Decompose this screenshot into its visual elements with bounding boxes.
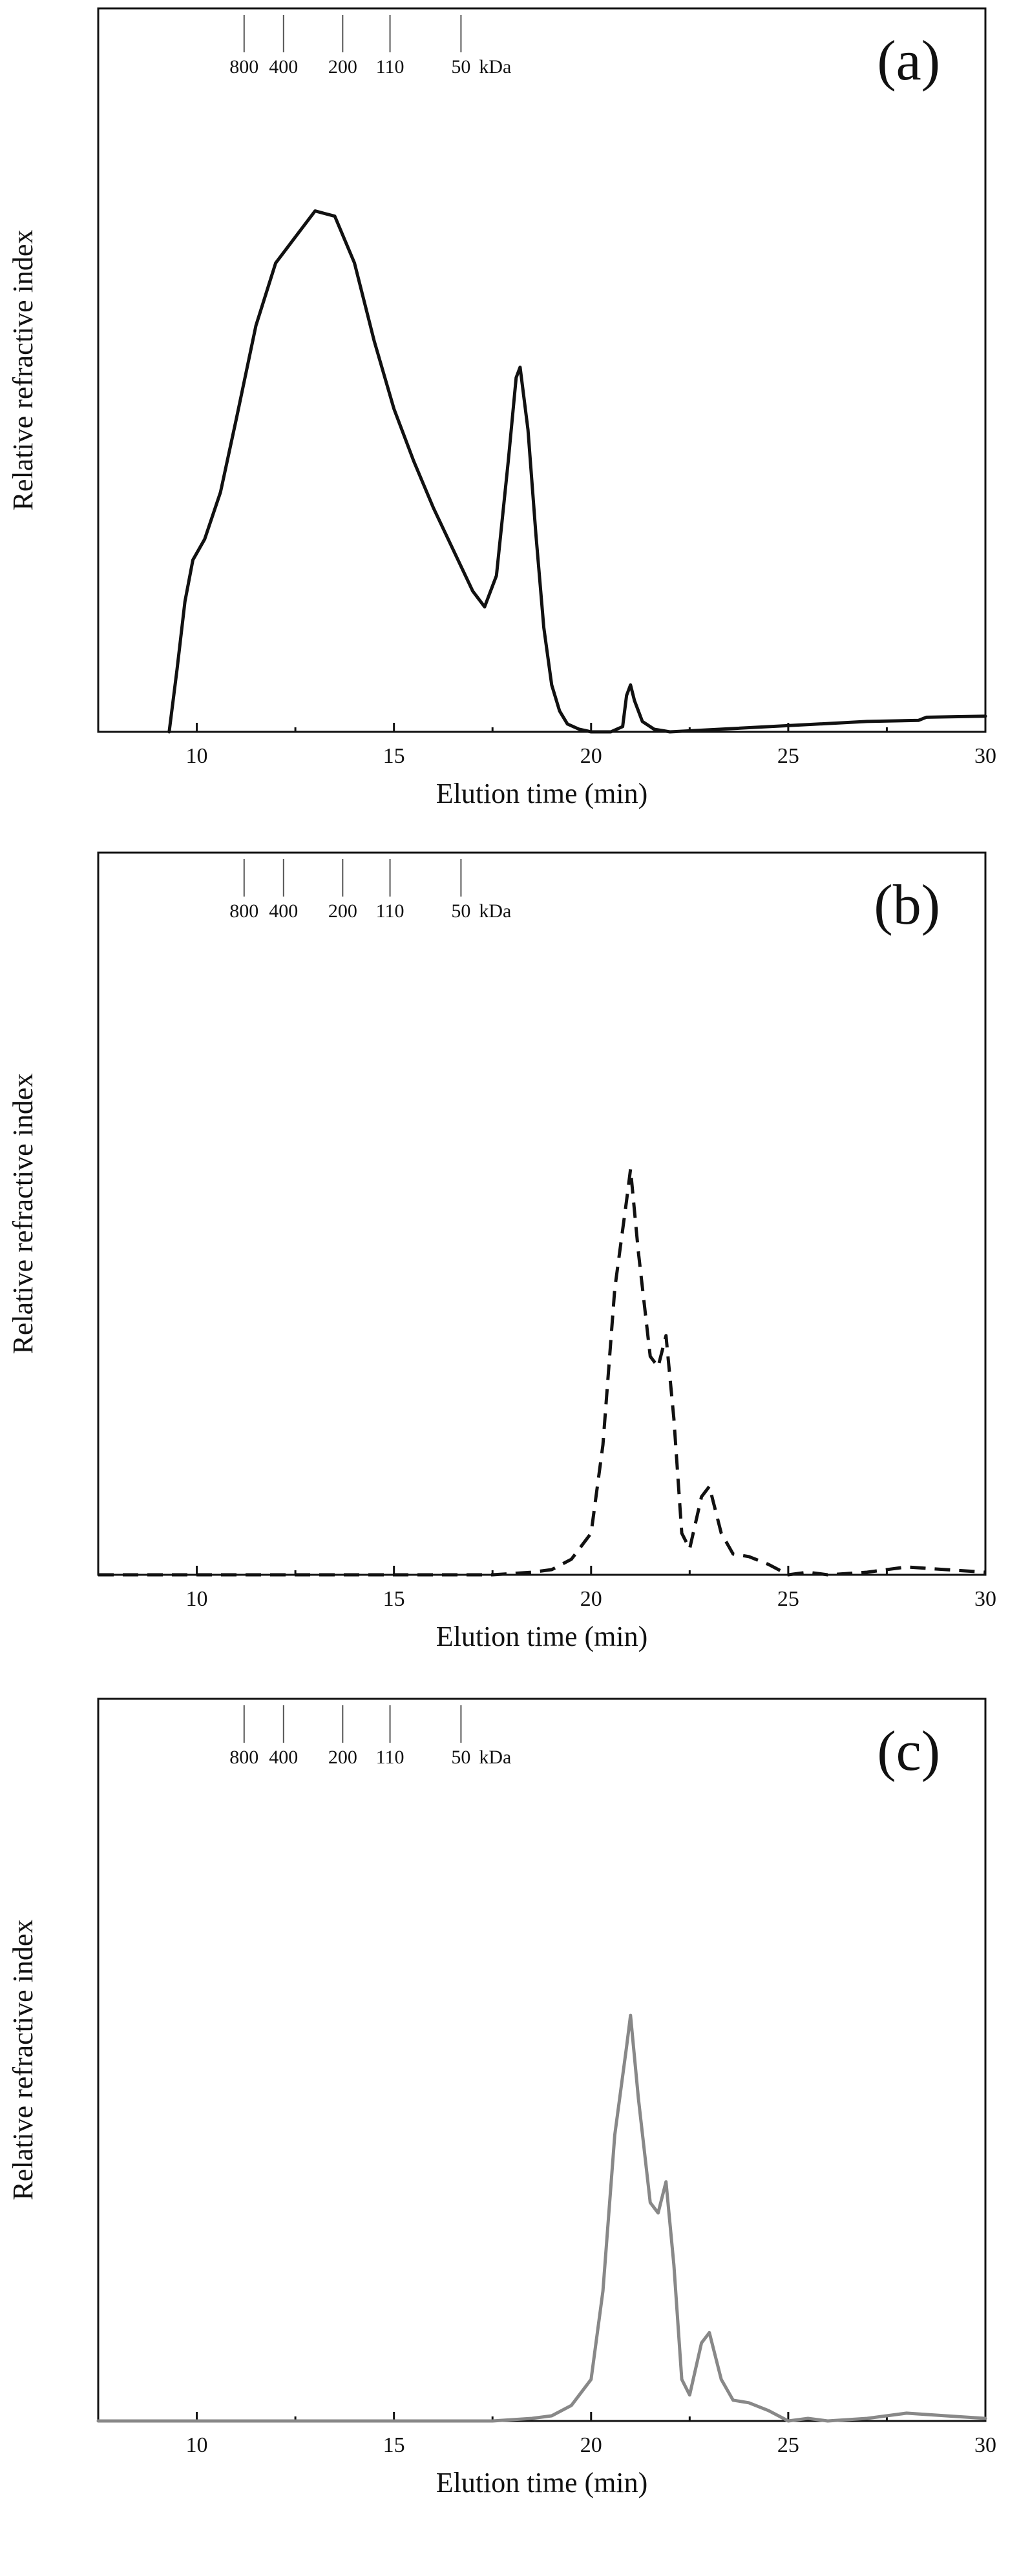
mw-marker-label: 200 bbox=[328, 56, 357, 78]
x-tick-label: 15 bbox=[383, 2433, 405, 2457]
x-tick-label: 25 bbox=[777, 2433, 799, 2457]
mw-marker-label: 200 bbox=[328, 1747, 357, 1768]
panel-label: (c) bbox=[877, 1720, 940, 1783]
plot-frame bbox=[97, 1698, 987, 2422]
mw-marker-label: 400 bbox=[269, 1747, 298, 1768]
series-line bbox=[98, 1167, 986, 1577]
panel-label: (a) bbox=[877, 30, 940, 92]
plot-frame bbox=[97, 7, 987, 733]
mw-marker-label: 50 bbox=[451, 1747, 470, 1768]
x-tick-label: 25 bbox=[777, 1587, 799, 1611]
chart-panel-3: 10 15 20 25 30 Elution time (min) Relative ref… bbox=[7, 1698, 996, 2498]
x-tick-label: 20 bbox=[580, 2433, 602, 2457]
chart-panel-1: 10 15 20 25 30 Elution time (min) Relative ref… bbox=[7, 7, 996, 809]
mw-marker-label: 800 bbox=[229, 56, 258, 78]
mw-marker-label: 50 bbox=[451, 900, 470, 922]
x-tick-label: 25 bbox=[777, 744, 799, 768]
x-axis-title: Elution time (min) bbox=[436, 2467, 648, 2498]
y-axis-title: Relative refractive index bbox=[7, 230, 39, 511]
series-line bbox=[96, 2013, 987, 2423]
x-tick-label: 10 bbox=[186, 2433, 208, 2457]
mw-marker-unit: kDa bbox=[479, 900, 511, 922]
x-tick-label: 30 bbox=[974, 1587, 996, 1611]
mw-marker-label: 200 bbox=[328, 900, 357, 922]
x-axis-title: Elution time (min) bbox=[436, 778, 648, 809]
mw-marker-label: 50 bbox=[451, 56, 470, 78]
mw-marker-label: 800 bbox=[229, 900, 258, 922]
mw-marker-label: 110 bbox=[376, 1747, 404, 1768]
y-axis-title: Relative refractive index bbox=[7, 1920, 39, 2201]
chart-panel-2: 10 15 20 25 30 Elution time (min) Relative ref… bbox=[7, 851, 996, 1652]
x-tick-label: 10 bbox=[186, 744, 208, 768]
mw-marker-label: 110 bbox=[376, 56, 404, 78]
mw-marker-label: 400 bbox=[269, 900, 298, 922]
x-tick-label: 20 bbox=[580, 1587, 602, 1611]
series-line bbox=[167, 209, 987, 734]
panel-label: (b) bbox=[874, 874, 940, 937]
x-tick-label: 30 bbox=[974, 2433, 996, 2457]
x-tick-label: 15 bbox=[383, 744, 405, 768]
x-tick-label: 20 bbox=[580, 744, 602, 768]
x-tick-label: 10 bbox=[186, 1587, 208, 1611]
y-axis-title: Relative refractive index bbox=[7, 1074, 39, 1355]
x-axis-title: Elution time (min) bbox=[436, 1621, 648, 1652]
mw-marker-unit: kDa bbox=[479, 1747, 511, 1768]
plot-frame bbox=[97, 851, 987, 1576]
mw-marker-label: 110 bbox=[376, 900, 404, 922]
x-tick-label: 15 bbox=[383, 1587, 405, 1611]
mw-marker-label: 400 bbox=[269, 56, 298, 78]
mw-marker-label: 800 bbox=[229, 1747, 258, 1768]
mw-marker-unit: kDa bbox=[479, 56, 511, 78]
x-tick-label: 30 bbox=[974, 744, 996, 768]
